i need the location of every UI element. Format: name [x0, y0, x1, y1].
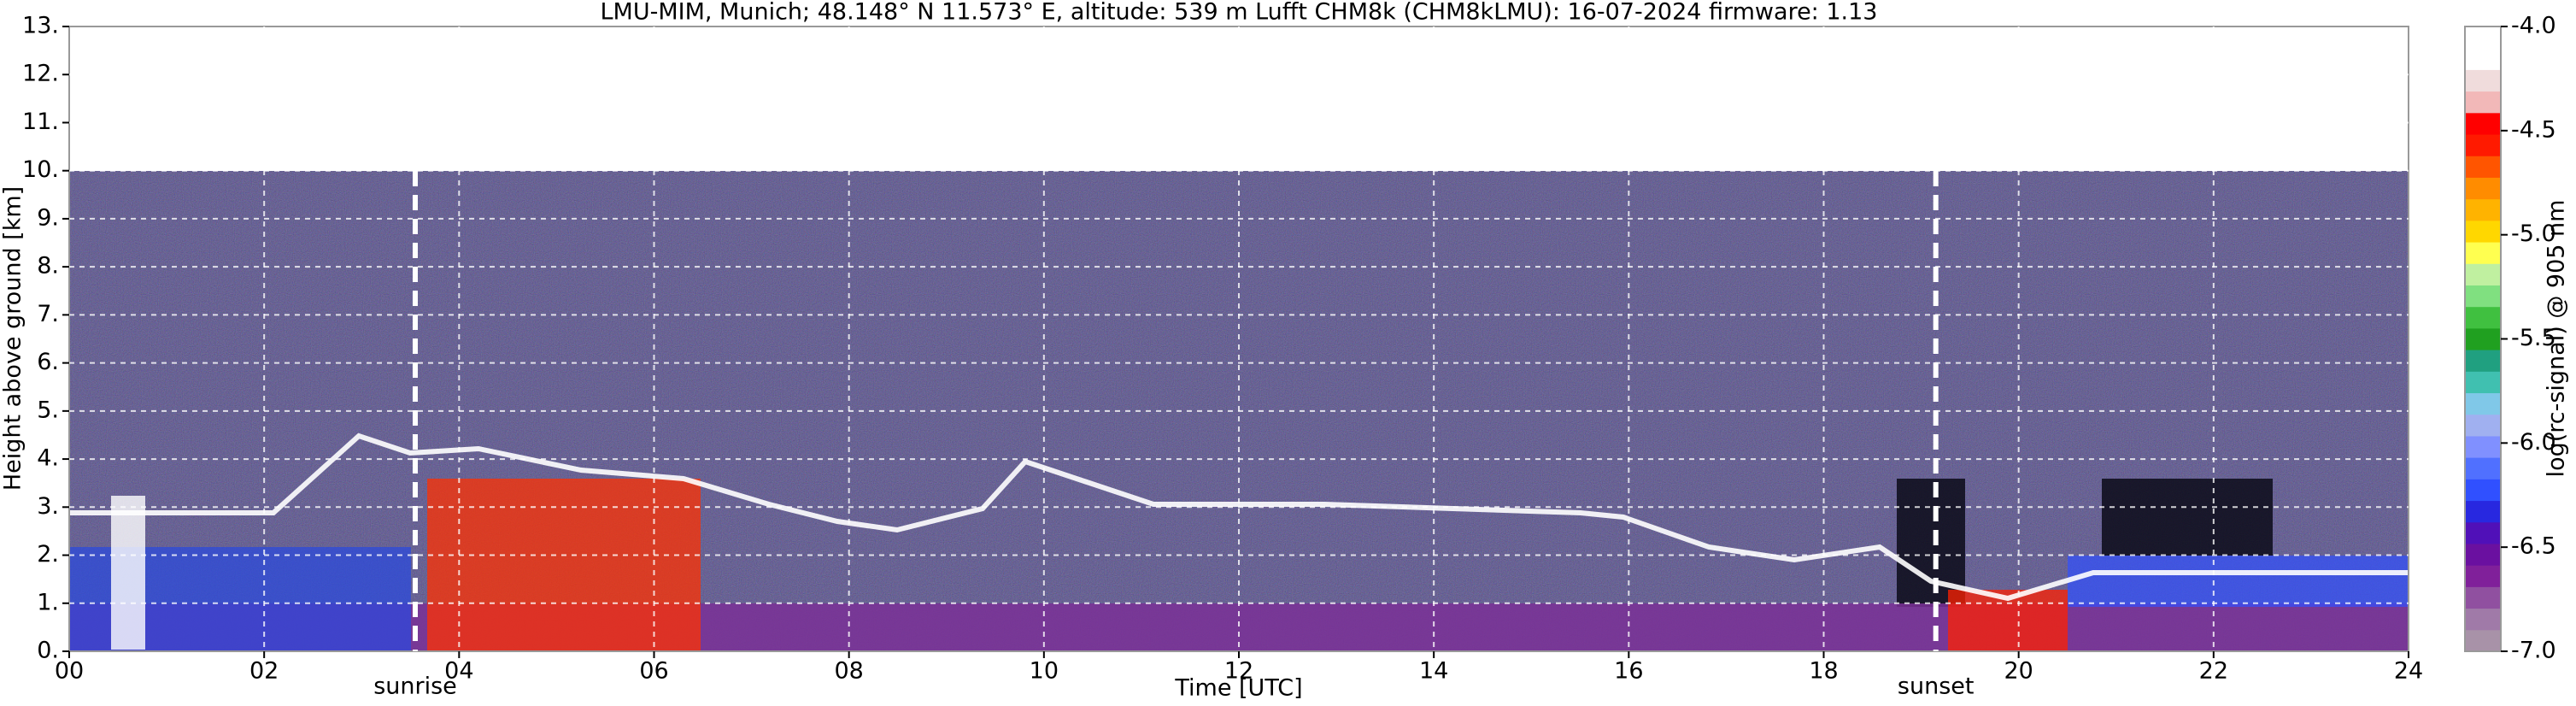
x-tick-label: 10 — [1030, 658, 1059, 685]
x-tick-label: 04 — [444, 658, 473, 685]
y-tick-label: 3. — [37, 493, 59, 520]
y-tick-label: 7. — [37, 301, 59, 327]
y-tick-label: 1. — [37, 589, 59, 615]
x-tick-label: 12 — [1224, 658, 1253, 685]
colorbar-level — [2465, 285, 2501, 308]
y-tick-label: 2. — [37, 541, 59, 568]
colorbar-level — [2465, 220, 2501, 243]
colorbar-level — [2465, 479, 2501, 502]
y-axis-label: Height above ground [km] — [0, 186, 26, 491]
x-tick-label: 22 — [2199, 658, 2228, 685]
y-tick-label: 8. — [37, 253, 59, 279]
colorbar-level — [2465, 521, 2501, 544]
y-tick-label: 6. — [37, 349, 59, 375]
colorbar-label: log(rc-signal) @ 905 nm — [2544, 200, 2570, 478]
y-tick-label: 11. — [22, 109, 59, 135]
x-tick-label: 06 — [639, 658, 668, 685]
colorbar-tick-label: -6.0 — [2511, 429, 2556, 456]
colorbar-level — [2465, 112, 2501, 135]
colorbar-tick-label: -4.0 — [2511, 13, 2556, 39]
colorbar-level — [2465, 414, 2501, 437]
colorbar-level — [2465, 242, 2501, 264]
colorbar-level — [2465, 26, 2501, 49]
colorbar-tick-label: -5.0 — [2511, 221, 2556, 247]
annotation-label: sunrise — [373, 674, 457, 700]
x-tick-label: 00 — [55, 658, 84, 685]
x-tick-label: 24 — [2394, 658, 2423, 685]
y-tick-label: 0. — [37, 638, 59, 664]
colorbar-level — [2465, 350, 2501, 372]
colorbar-level — [2465, 91, 2501, 114]
y-tick-label: 10. — [22, 156, 59, 183]
x-tick-label: 02 — [249, 658, 279, 685]
chart-title: LMU-MIM, Munich; 48.148° N 11.573° E, al… — [601, 0, 1878, 26]
colorbar-level — [2465, 629, 2501, 652]
colorbar-level — [2465, 608, 2501, 631]
colorbar-tick-label: -7.0 — [2511, 638, 2556, 664]
colorbar-level — [2465, 306, 2501, 329]
colorbar-level — [2465, 565, 2501, 587]
colorbar-tick-label: -5.5 — [2511, 325, 2556, 351]
x-axis-label: Time [UTC] — [1174, 675, 1302, 702]
colorbar-tick-label: -6.5 — [2511, 533, 2556, 560]
colorbar-level — [2465, 457, 2501, 479]
x-tick-label: 08 — [834, 658, 863, 685]
colorbar-level — [2465, 392, 2501, 415]
y-tick-label: 12. — [22, 61, 59, 87]
colorbar-level — [2465, 48, 2501, 70]
colorbar-tick-label: -4.5 — [2511, 116, 2556, 143]
colorbar-level — [2465, 543, 2501, 566]
x-tick-label: 14 — [1419, 658, 1448, 685]
colorbar-level — [2465, 198, 2501, 221]
x-tick-label: 18 — [1809, 658, 1838, 685]
colorbar-level — [2465, 500, 2501, 523]
x-tick-label: 20 — [2004, 658, 2033, 685]
colorbar-level — [2465, 156, 2501, 178]
colorbar-level — [2465, 435, 2501, 458]
y-tick-label: 5. — [37, 397, 59, 423]
x-tick-label: 16 — [1614, 658, 1643, 685]
y-tick-label: 4. — [37, 445, 59, 472]
y-tick-label: 13. — [22, 13, 59, 39]
y-tick-label: 9. — [37, 204, 59, 231]
colorbar-level — [2465, 327, 2501, 350]
annotation-label: sunset — [1898, 674, 1975, 700]
colorbar-level — [2465, 263, 2501, 285]
colorbar-level — [2465, 134, 2501, 156]
colorbar-level — [2465, 69, 2501, 92]
colorbar-level — [2465, 586, 2501, 609]
colorbar-level — [2465, 177, 2501, 200]
colorbar-level — [2465, 371, 2501, 394]
